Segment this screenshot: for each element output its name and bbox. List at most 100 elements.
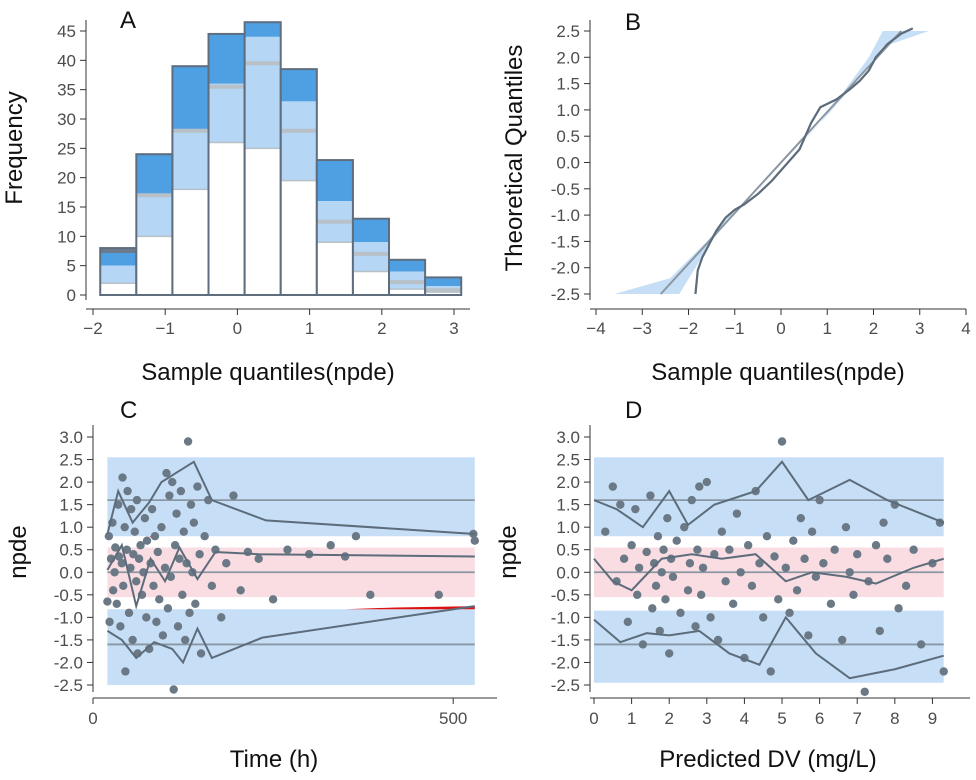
data-point — [616, 500, 625, 509]
data-point — [646, 491, 655, 500]
data-point — [207, 581, 217, 590]
data-point — [168, 477, 177, 487]
hist-pi-lower — [244, 36, 281, 149]
x-tick-label: 0 — [88, 709, 97, 728]
data-point — [160, 563, 170, 572]
y-tick-label: 0 — [67, 286, 76, 305]
hist-observed — [244, 148, 281, 295]
histogram-bars — [99, 21, 463, 297]
y-tick-label: -1.0 — [551, 206, 580, 225]
x-tick-label: −2 — [83, 319, 102, 338]
y-tick-label: 2.5 — [59, 451, 83, 470]
hist-pi-lower — [352, 242, 390, 272]
x-tick-label: 3 — [449, 319, 458, 338]
y-tick-label: 45 — [57, 22, 76, 41]
data-point — [642, 547, 651, 557]
data-point — [800, 554, 809, 563]
data-point — [901, 581, 911, 590]
data-point — [860, 687, 869, 696]
y-tick-label: 10 — [57, 227, 76, 246]
data-point — [105, 617, 114, 627]
data-point — [792, 586, 802, 595]
data-point — [169, 685, 178, 694]
y-tick-label: -0.5 — [551, 180, 580, 199]
npde-time-plot-area — [103, 437, 479, 694]
panel-b-axes: -2.5 -2.0 -1.5 -1.0 -0.5 0.0 0.5 1.0 1.5 2.0 2.5 −4… — [551, 20, 971, 338]
hist-pi-upper — [136, 154, 173, 196]
data-point — [755, 559, 764, 568]
data-point — [845, 568, 854, 577]
x-tick-label: −2 — [679, 319, 698, 338]
data-point — [837, 635, 847, 645]
x-tick-label: 9 — [928, 709, 937, 728]
data-point — [811, 572, 821, 581]
data-point — [619, 554, 629, 563]
data-point — [770, 552, 779, 561]
panel-label-d: D — [625, 397, 642, 424]
hist-observed — [389, 289, 426, 295]
data-point — [706, 613, 715, 622]
data-point — [736, 568, 745, 577]
y-tick-label: 1.5 — [556, 496, 580, 515]
percentile-line-middle — [106, 542, 475, 610]
data-point — [132, 495, 142, 505]
y-tick-label: 15 — [57, 198, 76, 217]
data-point — [853, 550, 862, 559]
x-tick-label: 2 — [869, 319, 878, 338]
data-point — [631, 504, 640, 514]
data-point — [849, 590, 858, 600]
data-point — [841, 522, 851, 532]
hist-pi-upper — [352, 218, 390, 243]
x-tick-label: 2 — [664, 709, 673, 728]
y-tick-label: 3.0 — [59, 428, 83, 447]
data-point — [183, 437, 193, 446]
data-point — [142, 613, 151, 622]
hist-pi-lower — [280, 101, 317, 181]
data-point — [875, 626, 884, 636]
x-tick-label: 0 — [589, 709, 598, 728]
data-point — [648, 604, 657, 613]
data-point — [140, 513, 150, 523]
data-point — [179, 527, 188, 536]
y-tick-label: -2.5 — [54, 676, 83, 695]
data-point — [104, 532, 114, 541]
data-point — [627, 541, 636, 550]
x-tick-label: −1 — [156, 319, 175, 338]
hist-observed — [425, 292, 462, 295]
hist-observed — [100, 283, 137, 295]
data-point — [672, 536, 681, 545]
x-tick-label: 4 — [961, 319, 970, 338]
data-point — [766, 667, 775, 676]
panel-a-xlabel: Sample quantiles(npde) — [141, 359, 395, 386]
data-point — [659, 545, 668, 554]
y-tick-label: -1.5 — [551, 232, 580, 251]
hist-bar-outline — [351, 217, 391, 297]
data-point — [366, 590, 375, 600]
data-point — [695, 482, 704, 491]
data-point — [144, 644, 154, 654]
data-point — [124, 608, 134, 618]
y-tick-label: -2.0 — [551, 259, 580, 278]
y-tick-label: 0.0 — [59, 563, 83, 582]
y-tick-label: -2.0 — [551, 653, 580, 672]
data-point — [152, 617, 161, 627]
y-tick-label: 0.5 — [556, 127, 580, 146]
y-tick-label: -0.5 — [551, 586, 580, 605]
y-tick-label: -0.5 — [54, 586, 83, 605]
panel-b-ylabel: Theoretical Quantiles — [501, 45, 528, 272]
data-point — [633, 590, 642, 600]
data-point — [608, 482, 618, 491]
panel-c-xlabel: Time (h) — [230, 746, 318, 773]
data-point — [807, 527, 817, 536]
data-point — [153, 547, 163, 557]
hist-observed — [208, 142, 245, 295]
hist-pi-upper — [244, 22, 281, 37]
npde-pred-plot-area — [593, 437, 948, 696]
data-point — [939, 667, 948, 676]
data-point — [725, 545, 734, 554]
y-tick-label: -2.5 — [551, 285, 580, 304]
data-point — [651, 581, 661, 590]
y-tick-label: 0.5 — [556, 541, 580, 560]
x-tick-label: 0 — [233, 319, 242, 338]
x-tick-label: 1 — [823, 319, 832, 338]
